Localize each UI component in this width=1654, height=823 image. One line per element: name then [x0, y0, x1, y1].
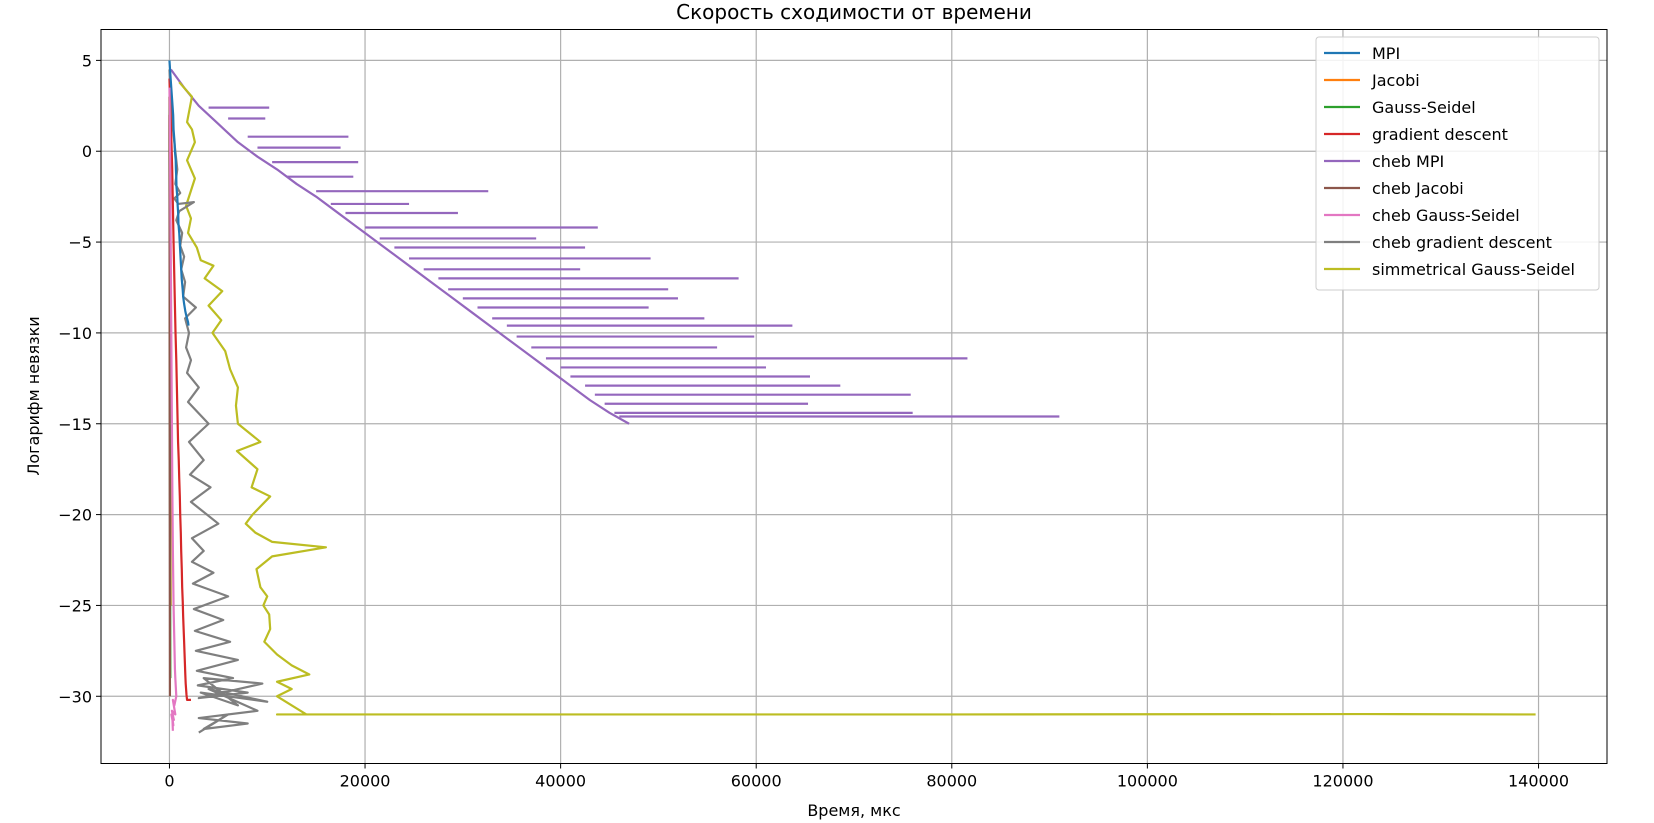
x-tick-label: 140000 [1508, 772, 1569, 791]
chart-title: Скорость сходимости от времени [676, 0, 1032, 24]
legend-item-cheb-mpi: cheb MPI [1324, 152, 1444, 171]
y-tick-label: 0 [82, 142, 92, 161]
legend-item-gradient-descent: gradient descent [1324, 125, 1508, 144]
x-tick-label: 80000 [926, 772, 977, 791]
x-tick-label: 100000 [1117, 772, 1178, 791]
x-tick-label: 120000 [1312, 772, 1373, 791]
legend: MPI Jacobi Gauss-Seidel gradient descent che… [1315, 36, 1600, 291]
series-mpi [168, 60, 190, 326]
x-tick-label: 40000 [535, 772, 586, 791]
x-axis-title: Время, мкс [807, 801, 900, 820]
y-tick-label: −25 [58, 596, 92, 615]
legend-label: cheb Jacobi [1372, 179, 1464, 198]
series-simmetrical-gauss-seidel [178, 81, 1536, 716]
axis-ticks: 0 20000 40000 60000 80000 100000 120000 140000 5… [58, 51, 1569, 790]
legend-label: simmetrical Gauss-Seidel [1372, 260, 1575, 279]
legend-item-simmetrical-gauss-seidel: simmetrical Gauss-Seidel [1324, 260, 1575, 279]
y-tick-label: −5 [68, 233, 92, 252]
series-cheb-gauss-seidel [168, 87, 178, 731]
legend-label: cheb MPI [1372, 152, 1444, 171]
series-line [178, 81, 1536, 716]
series-line [168, 78, 191, 702]
x-tick-label: 60000 [731, 772, 782, 791]
x-tick-label: 0 [164, 772, 174, 791]
y-tick-label: −10 [58, 324, 92, 343]
series-line [170, 68, 630, 425]
y-tick-label: −15 [58, 415, 92, 434]
series-gradient-descent [168, 78, 191, 702]
y-tick-label: 5 [82, 51, 92, 70]
y-tick-label: −20 [58, 506, 92, 525]
legend-label: Gauss-Seidel [1372, 98, 1476, 117]
series-layer [168, 60, 1536, 734]
legend-item-cheb-gradient-descent: cheb gradient descent [1324, 233, 1552, 252]
legend-label: cheb Gauss-Seidel [1372, 206, 1520, 225]
legend-label: MPI [1372, 44, 1400, 63]
series-line [168, 69, 269, 734]
legend-frame [1315, 36, 1600, 291]
series-cheb-gradient-descent [168, 69, 269, 734]
y-axis-title: Логарифм невязки [24, 316, 43, 475]
legend-item-cheb-gauss-seidel: cheb Gauss-Seidel [1324, 206, 1520, 225]
series-line [168, 87, 178, 731]
legend-label: gradient descent [1372, 125, 1508, 144]
legend-label: cheb gradient descent [1372, 233, 1552, 252]
legend-item-jacobi: Jacobi [1324, 71, 1420, 90]
legend-label: Jacobi [1371, 71, 1420, 90]
plot-frame [100, 29, 1608, 764]
legend-item-mpi: MPI [1324, 44, 1400, 63]
legend-item-cheb-jacobi: cheb Jacobi [1324, 179, 1464, 198]
legend-item-gauss-seidel: Gauss-Seidel [1324, 98, 1476, 117]
y-tick-label: −30 [58, 687, 92, 706]
series-cheb-mpi [170, 68, 1060, 425]
x-tick-label: 20000 [340, 772, 391, 791]
series-line [168, 60, 190, 326]
